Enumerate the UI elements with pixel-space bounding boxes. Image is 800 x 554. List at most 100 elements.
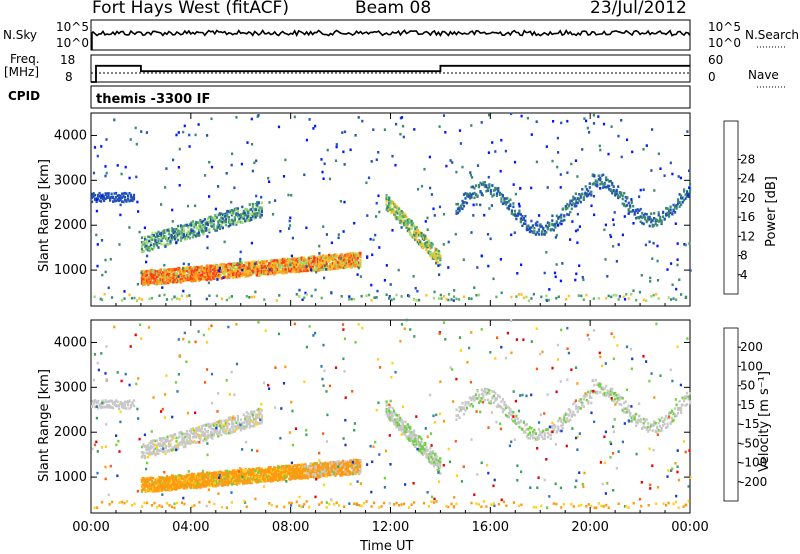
power-cell (426, 240, 429, 244)
power-cell (435, 248, 438, 251)
power-cell (426, 216, 429, 220)
power-cell (556, 136, 559, 140)
velocity-cell (267, 468, 270, 471)
power-cell (294, 260, 297, 264)
power-cell (680, 203, 683, 207)
power-cell (289, 261, 292, 265)
power-cell (197, 274, 200, 278)
power-cell (310, 268, 313, 271)
power-cell (242, 265, 245, 269)
power-cell (468, 197, 472, 200)
power-cell (470, 193, 473, 196)
cpid-text: themis -3300 IF (96, 92, 211, 107)
power-cell (159, 273, 162, 276)
power-cell (217, 222, 220, 225)
velocity-cell (278, 478, 281, 481)
velocity-cell (230, 480, 233, 484)
velocity-cell (250, 472, 253, 476)
power-cell (218, 219, 221, 222)
power-cell (653, 212, 656, 215)
velocity-cell (267, 479, 270, 482)
power-cell (153, 279, 156, 282)
power-cell (122, 192, 125, 195)
power-cell (288, 261, 291, 265)
power-cell (405, 216, 408, 219)
power-cell (359, 255, 362, 258)
velocity-cell (149, 478, 152, 482)
power-cell (162, 271, 165, 274)
velocity-cell (172, 482, 175, 486)
power-cell (414, 231, 417, 235)
power-cell (515, 214, 518, 217)
power-cell (148, 297, 151, 301)
power-cell (143, 272, 146, 276)
velocity-cell (273, 470, 276, 474)
velocity-cell (207, 482, 210, 486)
velocity-cell (268, 478, 271, 481)
power-cell (160, 242, 163, 246)
power-cell (157, 279, 160, 283)
power-cell (103, 196, 106, 200)
power-cell (270, 272, 273, 275)
power-cell (404, 215, 407, 218)
power-cell (180, 275, 183, 279)
power-cell (115, 191, 118, 195)
power-cell (334, 267, 337, 270)
power-cell (602, 122, 606, 126)
velocity-cell (247, 477, 250, 480)
power-cell (434, 247, 437, 250)
power-cell (197, 268, 200, 272)
power-cell (150, 296, 154, 300)
power-cell (330, 241, 333, 245)
power-cell (194, 223, 197, 226)
power-cell (101, 194, 104, 198)
power-cell (206, 217, 209, 220)
power-cell (403, 222, 406, 225)
power-cell (462, 295, 466, 298)
power-cell (349, 148, 352, 152)
power-cell (253, 210, 256, 213)
power-cell (560, 222, 563, 226)
power-cell (194, 267, 197, 270)
power-cell (172, 280, 175, 284)
power-cell (130, 296, 134, 300)
power-cell (318, 244, 321, 248)
power-cell (585, 192, 588, 196)
power-cell (689, 269, 692, 272)
power-cell (205, 297, 208, 301)
power-cell (559, 279, 562, 283)
power-cell (656, 279, 660, 282)
power-cell (487, 264, 490, 268)
power-cell (285, 271, 288, 274)
nsearch-tick-bottom: 10^0 (708, 36, 741, 50)
velocity-cell (291, 476, 295, 479)
velocity-cell (163, 484, 166, 487)
power-cell (247, 215, 250, 218)
power-cell (120, 172, 123, 176)
nave-label: Nave (748, 68, 779, 82)
velocity-cell (255, 478, 258, 482)
power-cell (248, 219, 251, 222)
power-cell (320, 158, 323, 161)
power-cell (291, 262, 295, 265)
power-cell (437, 297, 441, 300)
power-cell (218, 273, 221, 277)
power-cell (648, 215, 651, 219)
power-cell (194, 204, 197, 208)
velocity-cell (185, 475, 188, 479)
power-cell (611, 191, 614, 195)
power-cell (232, 211, 235, 215)
power-cell (548, 224, 551, 227)
power-cell (142, 280, 145, 283)
power-cell (230, 270, 233, 273)
power-cell (229, 266, 232, 270)
velocity-cell (275, 471, 278, 474)
power-cell (644, 216, 647, 219)
nsearch-label: N.Search (745, 28, 800, 42)
power-cell (173, 237, 177, 241)
power-cell (99, 297, 102, 301)
power-cell (96, 264, 99, 268)
power-cell (175, 267, 179, 271)
power-cell (388, 295, 391, 298)
power-cell (174, 272, 177, 275)
